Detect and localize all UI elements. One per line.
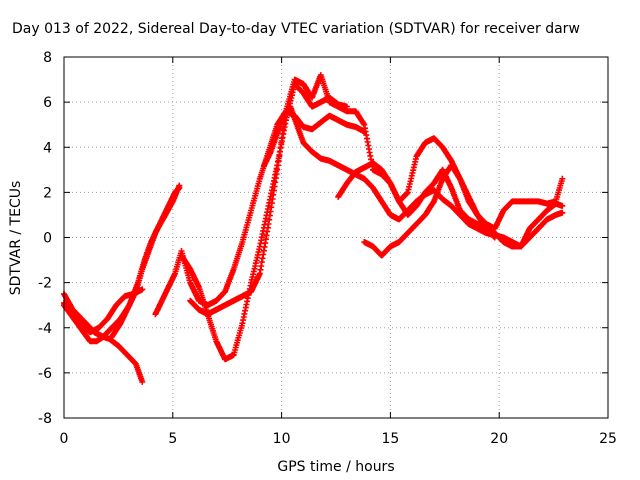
- y-tick-label: -4: [38, 321, 52, 337]
- y-tick-label: -2: [38, 276, 52, 292]
- series-points: [361, 162, 498, 259]
- series-points: [108, 184, 183, 340]
- series-points: [152, 108, 368, 318]
- x-axis-label: GPS time / hours: [277, 459, 394, 475]
- x-tick-label: 25: [599, 431, 617, 447]
- x-tick-label: 5: [168, 431, 177, 447]
- y-tick-label: 4: [43, 140, 52, 156]
- y-tick-label: 8: [43, 50, 52, 66]
- series-track: [152, 108, 368, 318]
- y-tick-label: -8: [38, 411, 52, 427]
- y-tick-label: -6: [38, 366, 52, 382]
- series-track: [108, 184, 183, 340]
- plot-frame: [63, 56, 609, 419]
- x-tick-label: 0: [60, 431, 69, 447]
- y-tick-label: 0: [43, 231, 52, 247]
- y-axis-label: SDTVAR / TECUs: [8, 181, 24, 296]
- y-tick-label: 2: [43, 185, 52, 201]
- x-tick-label: 10: [273, 431, 291, 447]
- x-tick-label: 15: [381, 431, 399, 447]
- axis-tick-labels: 0 5 10 15 20 25 -8 -6 -4 -2 0 2 4 6 8: [38, 50, 617, 447]
- y-tick-label: 6: [43, 95, 52, 111]
- data-points: [61, 72, 566, 385]
- series-track: [361, 162, 498, 259]
- x-tick-label: 20: [490, 431, 508, 447]
- chart-title: Day 013 of 2022, Sidereal Day-to-day VTE…: [12, 21, 580, 37]
